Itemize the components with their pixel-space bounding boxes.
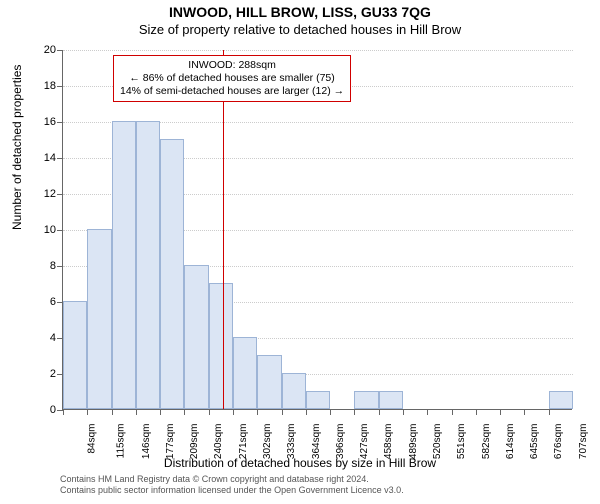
footer-line-1: Contains HM Land Registry data © Crown c…	[60, 474, 404, 485]
x-tick	[427, 409, 428, 415]
x-tick-label: 427sqm	[359, 424, 370, 460]
x-tick	[184, 409, 185, 415]
page-title-address: INWOOD, HILL BROW, LISS, GU33 7QG	[0, 4, 600, 20]
y-tick	[57, 86, 63, 87]
x-tick-label: 364sqm	[311, 424, 322, 460]
y-axis-label: Number of detached properties	[10, 65, 24, 230]
histogram-bar	[209, 283, 233, 409]
annotation-line: ← 86% of detached houses are smaller (75…	[120, 72, 344, 85]
annotation-line: 14% of semi-detached houses are larger (…	[120, 85, 344, 98]
x-tick-label: 271sqm	[238, 424, 249, 460]
histogram-bar	[354, 391, 378, 409]
gridline	[63, 50, 573, 51]
x-tick	[136, 409, 137, 415]
x-tick	[354, 409, 355, 415]
x-tick	[233, 409, 234, 415]
x-tick	[87, 409, 88, 415]
histogram-bar	[184, 265, 208, 409]
histogram-bar	[282, 373, 306, 409]
x-tick-label: 645sqm	[529, 424, 540, 460]
x-tick	[549, 409, 550, 415]
x-tick-label: 520sqm	[432, 424, 443, 460]
x-tick-label: 676sqm	[554, 424, 565, 460]
x-tick-label: 551sqm	[456, 424, 467, 460]
histogram-bar	[160, 139, 184, 409]
attribution-footer: Contains HM Land Registry data © Crown c…	[60, 474, 404, 497]
x-tick-label: 115sqm	[116, 424, 127, 459]
x-tick-label: 582sqm	[481, 424, 492, 460]
histogram-bar	[257, 355, 281, 409]
x-tick	[63, 409, 64, 415]
y-tick-label: 20	[26, 44, 56, 56]
histogram-bar	[379, 391, 403, 409]
x-tick-label: 177sqm	[165, 424, 176, 460]
histogram-chart: 0246810121416182084sqm115sqm146sqm177sqm…	[62, 50, 572, 410]
histogram-bar	[112, 121, 136, 409]
y-tick-label: 4	[26, 332, 56, 344]
y-tick	[57, 266, 63, 267]
x-tick	[306, 409, 307, 415]
y-tick-label: 6	[26, 296, 56, 308]
histogram-bar	[87, 229, 111, 409]
x-tick-label: 458sqm	[384, 424, 395, 460]
x-tick	[160, 409, 161, 415]
x-tick	[524, 409, 525, 415]
reference-line	[223, 50, 224, 409]
y-tick-label: 8	[26, 260, 56, 272]
plot-area: 0246810121416182084sqm115sqm146sqm177sqm…	[62, 50, 572, 410]
x-tick	[257, 409, 258, 415]
x-tick-label: 302sqm	[262, 424, 273, 460]
y-tick-label: 14	[26, 152, 56, 164]
histogram-bar	[136, 121, 160, 409]
x-tick	[500, 409, 501, 415]
x-tick-label: 614sqm	[505, 424, 516, 460]
x-tick-label: 396sqm	[335, 424, 346, 460]
x-tick	[282, 409, 283, 415]
y-tick-label: 16	[26, 116, 56, 128]
x-axis-label: Distribution of detached houses by size …	[0, 456, 600, 470]
annotation-box: INWOOD: 288sqm← 86% of detached houses a…	[113, 55, 351, 102]
x-tick-label: 707sqm	[578, 424, 589, 460]
x-tick-label: 489sqm	[408, 424, 419, 460]
y-tick	[57, 122, 63, 123]
histogram-bar	[306, 391, 330, 409]
x-tick	[379, 409, 380, 415]
x-tick	[209, 409, 210, 415]
y-tick	[57, 230, 63, 231]
y-tick	[57, 50, 63, 51]
y-tick-label: 18	[26, 80, 56, 92]
x-tick	[476, 409, 477, 415]
histogram-bar	[63, 301, 87, 409]
page-title-sub: Size of property relative to detached ho…	[0, 22, 600, 37]
x-tick-label: 333sqm	[286, 424, 297, 460]
histogram-bar	[233, 337, 257, 409]
x-tick	[112, 409, 113, 415]
histogram-bar	[549, 391, 573, 409]
x-tick	[330, 409, 331, 415]
y-tick	[57, 158, 63, 159]
x-tick-label: 240sqm	[214, 424, 225, 460]
y-tick-label: 10	[26, 224, 56, 236]
x-tick-label: 146sqm	[141, 424, 152, 460]
x-tick	[452, 409, 453, 415]
y-tick-label: 2	[26, 368, 56, 380]
y-tick-label: 0	[26, 404, 56, 416]
footer-line-2: Contains public sector information licen…	[60, 485, 404, 496]
y-tick	[57, 194, 63, 195]
y-tick-label: 12	[26, 188, 56, 200]
annotation-line: INWOOD: 288sqm	[120, 59, 344, 72]
x-tick-label: 209sqm	[189, 424, 200, 460]
x-tick	[403, 409, 404, 415]
x-tick-label: 84sqm	[87, 424, 98, 454]
